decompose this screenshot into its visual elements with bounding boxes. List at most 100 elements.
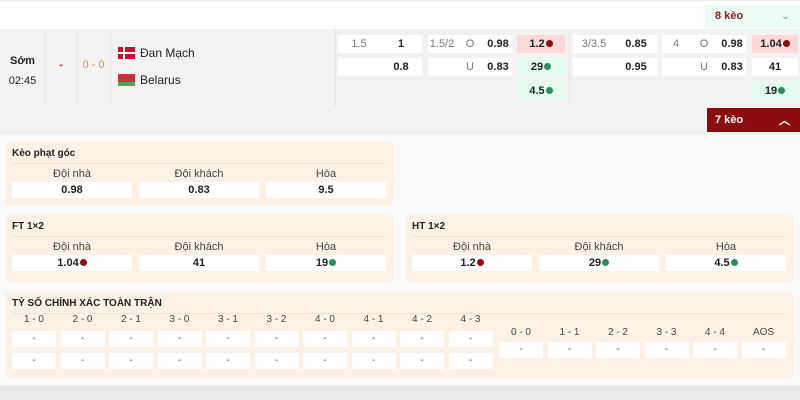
correct-score-panel: TỶ SỐ CHÍNH XÁC TOÀN TRẬN 1 - 0--2 - 0--… — [5, 292, 793, 378]
less-label: 7 kèo — [715, 114, 744, 126]
correct-score-column: 4 - 1 - - — [351, 314, 396, 369]
odds-cell[interactable]: - — [206, 331, 250, 347]
odds-cell[interactable]: - — [400, 331, 444, 347]
expand-row — [0, 107, 800, 135]
score-label: 4 - 1 — [363, 314, 384, 325]
odds-cell[interactable]: - — [547, 342, 592, 358]
match-row[interactable]: Sớm 02:45 - 0 - 0 Đan Mạch Belarus 1.5 1 0… — [0, 29, 800, 107]
ft-1x2-draw[interactable]: 4.5 — [517, 82, 565, 100]
odds-home[interactable]: 0.98 — [12, 182, 132, 198]
h-1x2-draw[interactable]: 19 — [752, 82, 798, 100]
correct-score-column: 4 - 3 - - — [448, 314, 493, 369]
line: 4 — [672, 38, 680, 50]
label-away: Đội khách — [574, 241, 624, 253]
odds-cell[interactable]: - — [254, 353, 299, 369]
correct-score-column: AOS - — [741, 327, 786, 358]
correct-score-column: 1 - 0 - - — [12, 314, 56, 369]
odds-cell[interactable]: - — [741, 342, 786, 358]
odds-away[interactable]: 29 — [539, 255, 659, 271]
correct-score-column: 3 - 2 - - — [254, 314, 299, 369]
ft-1x2-away[interactable]: 29 — [517, 58, 565, 76]
divider — [335, 29, 336, 107]
score-label: AOS — [752, 327, 775, 338]
label-home: Đội nhà — [53, 168, 91, 180]
bottom-bar — [0, 385, 800, 400]
odds-cell[interactable]: - — [157, 331, 202, 347]
odds-cell[interactable]: - — [303, 353, 347, 369]
odds-up-icon — [329, 259, 337, 266]
h-1x2-away[interactable]: 41 — [752, 58, 798, 76]
correct-score-column: 3 - 3 - — [644, 327, 689, 358]
ht-1x2-panel: HT 1×2 Đội nhà Đội khách Hòa 1.2 29 4.5 — [405, 215, 793, 282]
ft-handicap-away[interactable]: 0.8 — [338, 58, 422, 76]
correct-score-column: 3 - 1 - - — [206, 314, 250, 369]
h-over[interactable]: 4 O 0.98 — [662, 35, 746, 53]
odds-home[interactable]: 1.04 — [12, 255, 132, 271]
score-label: 3 - 1 — [217, 314, 238, 325]
odds-cell[interactable]: - — [109, 331, 153, 347]
odds-cell[interactable]: - — [109, 353, 153, 369]
score-label: 1 - 1 — [559, 327, 580, 338]
show-more-odds-button[interactable]: 8 kèo ⌄ — [705, 5, 800, 28]
odds-cell[interactable]: - — [12, 331, 56, 347]
odds-cell[interactable]: - — [693, 342, 737, 358]
odds-cell[interactable]: - — [644, 342, 689, 358]
odds-cell[interactable]: - — [400, 353, 444, 369]
odds-cell[interactable]: - — [206, 353, 250, 369]
correct-score-column: 2 - 2 - — [596, 327, 640, 358]
under-label: U — [700, 61, 708, 73]
ft-1x2-home[interactable]: 1.2 — [517, 35, 565, 53]
divider — [569, 29, 570, 107]
corner-odds-panel: Kèo phạt góc Đội nhà Đội khách Hòa 0.98 0.8… — [5, 142, 393, 206]
odds-draw[interactable]: 9.5 — [266, 182, 386, 198]
odds-cell[interactable]: - — [157, 353, 202, 369]
line: 3/3.5 — [581, 38, 607, 50]
odds-up-icon — [778, 87, 786, 94]
odds-cell[interactable]: - — [60, 353, 105, 369]
odds-cell[interactable]: - — [303, 331, 347, 347]
more-label: 8 kèo — [715, 10, 744, 22]
home-team[interactable]: Đan Mạch — [118, 46, 195, 60]
correct-score-column: 2 - 1 - - — [109, 314, 153, 369]
chevron-up-icon: ︿ — [779, 115, 790, 127]
odds-up-icon — [730, 259, 738, 266]
odds-cell[interactable]: - — [448, 353, 493, 369]
odds: 1 — [397, 38, 405, 50]
odds-draw[interactable]: 4.5 — [666, 255, 786, 271]
ft-handicap-home[interactable]: 1.5 1 — [338, 35, 422, 53]
odds: 0.83 — [721, 61, 743, 73]
odds-up-icon — [602, 259, 610, 266]
h-1x2-home[interactable]: 1.04 — [752, 35, 798, 53]
h-handicap-away[interactable]: 0.95 — [573, 58, 657, 76]
odds-cell[interactable]: - — [351, 353, 396, 369]
odds-cell[interactable]: - — [351, 331, 396, 347]
score-label: 2 - 2 — [607, 327, 628, 338]
chevron-down-icon: ⌄ — [780, 10, 790, 22]
h-under[interactable]: U 0.83 — [662, 58, 746, 76]
ft-over[interactable]: 1.5/2 O 0.98 — [428, 35, 512, 53]
odds-cell[interactable]: - — [254, 331, 299, 347]
label-home: Đội nhà — [53, 241, 91, 253]
score-label: 4 - 2 — [411, 314, 432, 325]
odds-cell[interactable]: - — [60, 331, 105, 347]
score-label: 4 - 4 — [704, 327, 725, 338]
odds-draw[interactable]: 19 — [266, 255, 386, 271]
odds: 0.98 — [487, 38, 509, 50]
odds-down-icon — [79, 259, 87, 266]
odds: 0.8 — [393, 61, 409, 73]
odds-cell[interactable]: - — [499, 342, 543, 358]
ft-under[interactable]: U 0.83 — [428, 58, 512, 76]
odds-away[interactable]: 0.83 — [139, 182, 259, 198]
odds-cell[interactable]: - — [448, 331, 493, 347]
line: 1.5/2 — [429, 38, 455, 50]
odds-away[interactable]: 41 — [139, 255, 259, 271]
odds-home[interactable]: 1.2 — [412, 255, 532, 271]
score-label: 1 - 0 — [23, 314, 44, 325]
odds-cell[interactable]: - — [596, 342, 640, 358]
label-away: Đội khách — [174, 168, 224, 180]
away-team[interactable]: Belarus — [118, 73, 181, 87]
odds-cell[interactable]: - — [12, 353, 56, 369]
show-less-odds-button[interactable]: 7 kèo ︿ — [707, 108, 800, 132]
h-handicap-home[interactable]: 3/3.5 0.85 — [573, 35, 657, 53]
line: 1.5 — [351, 38, 367, 50]
